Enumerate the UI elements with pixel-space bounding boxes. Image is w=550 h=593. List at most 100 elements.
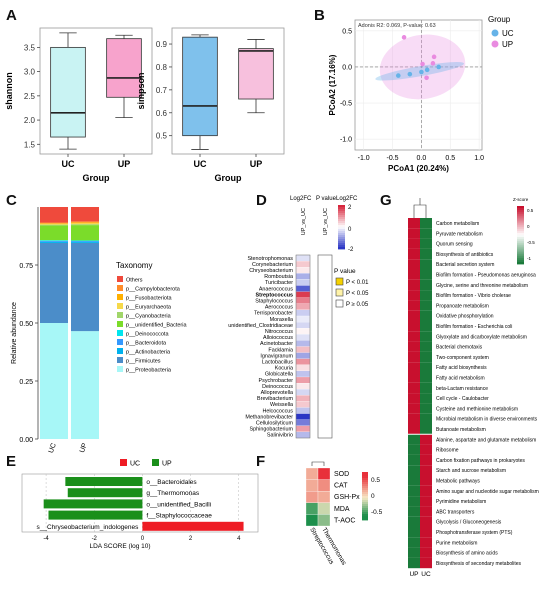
- colorbar-step: [338, 223, 345, 226]
- bar-segment: [71, 240, 99, 242]
- column-label: UC: [421, 571, 431, 578]
- colorbar-step: [517, 255, 524, 259]
- y-tick-label: 3.5: [24, 43, 36, 52]
- y-tick-label: 2.0: [24, 116, 36, 125]
- colorbar-tick-label: -2: [348, 247, 354, 253]
- bar-segment: [71, 224, 99, 226]
- colorbar-tick-label: -0.5: [371, 509, 383, 516]
- y-tick-label: 0.75: [19, 263, 33, 270]
- colorbar-step: [362, 506, 368, 509]
- row-label: Ribosome: [436, 448, 459, 454]
- colorbar-step: [517, 251, 524, 255]
- colorbar-step: [362, 504, 368, 507]
- y-tick-label: 0.5: [156, 132, 168, 141]
- colorbar-step: [338, 229, 345, 232]
- y-tick-label: 0.25: [19, 379, 33, 386]
- up-ellipse: [379, 34, 466, 100]
- heatmap-cell: [295, 425, 311, 432]
- legend-swatch: [117, 321, 123, 327]
- bar-segment: [71, 222, 99, 224]
- bar-segment: [40, 242, 68, 323]
- colorbar-step: [517, 235, 524, 238]
- x-tick-label: UP: [79, 442, 89, 454]
- heatmap-cell: [295, 261, 311, 268]
- point-uc: [436, 64, 442, 70]
- heatmap-cell: [420, 269, 432, 280]
- legend-swatch: [117, 366, 123, 372]
- x-axis-label: PCoA1 (20.24%): [388, 164, 449, 173]
- heatmap-cell: [295, 322, 311, 329]
- row-label: Kocuria: [275, 366, 293, 372]
- bar-label: s__Chryseobacterium_indologenes: [37, 524, 140, 531]
- box: [238, 48, 274, 100]
- pvalue-swatch: [335, 288, 344, 297]
- heatmap-cell: [295, 279, 311, 286]
- colorbar-step: [517, 230, 524, 234]
- row-label: beta-Lactam resistance: [436, 386, 488, 392]
- row-label: Weissella: [270, 402, 293, 408]
- heatmap-cell: [295, 389, 311, 396]
- y-axis-label: shannon: [4, 72, 14, 110]
- colorbar-tick-label: 0: [527, 224, 530, 229]
- row-label: unidentified_Clostridiaceae: [228, 323, 293, 329]
- colorbar-step: [338, 235, 345, 238]
- row-label: Corynebacterium: [252, 262, 294, 268]
- y-tick-label: 0.50: [19, 321, 33, 328]
- bar-segment: [40, 224, 68, 226]
- box: [182, 36, 218, 137]
- heatmap-cell: [295, 401, 311, 408]
- colorbar-title: Z-score: [513, 197, 529, 202]
- colorbar-tick-label: 0: [348, 227, 352, 233]
- colorbar-step: [517, 210, 524, 213]
- legend-swatch: [491, 40, 499, 48]
- heatmap-cell: [305, 479, 319, 492]
- legend-label: Others: [126, 278, 143, 284]
- heatmap-cell: [420, 393, 432, 404]
- legend-title: Group: [488, 15, 511, 24]
- row-label: Methanobrevibacter: [245, 414, 293, 420]
- row-label: Starch and sucrose metabolism: [436, 468, 506, 474]
- legend-label: UP: [502, 40, 513, 49]
- legend-swatch: [117, 348, 123, 354]
- colorbar-step: [362, 486, 368, 489]
- heatmap-cell: [295, 334, 311, 341]
- colorbar-step: [362, 474, 368, 477]
- heatmap-cell: [420, 331, 432, 342]
- legend-label: UC: [130, 461, 140, 468]
- point-up: [401, 35, 407, 40]
- row-label: Bacterial chemotaxis: [436, 345, 483, 351]
- row-label: Facklamia: [268, 347, 293, 353]
- box: [50, 46, 86, 138]
- colorbar-step: [362, 490, 368, 493]
- y-tick-label: 0.9: [156, 40, 168, 49]
- colorbar-step: [517, 247, 524, 250]
- panel-label-e: E: [6, 453, 16, 470]
- panel-label-d: D: [256, 192, 267, 209]
- heatmap-cell: [420, 537, 432, 548]
- heatmap-cell: [408, 310, 420, 321]
- colorbar-tick-label: 0: [371, 493, 375, 500]
- legend-swatch: [120, 459, 127, 466]
- x-tick-label: 2: [189, 536, 193, 542]
- colorbar-step: [362, 480, 368, 483]
- legend-label: p__Campylobacterota: [126, 287, 181, 293]
- box: [106, 38, 142, 98]
- heatmap-cell: [408, 331, 420, 342]
- row-label: Terrisporobacter: [254, 311, 293, 317]
- panel-a-shannon: 1.5 2.0 2.5 3.0 3.5 UC UP Group shannon: [4, 27, 153, 183]
- row-label: Oxidative phosphorylation: [436, 314, 494, 320]
- heatmap-cell: [420, 248, 432, 260]
- x-tick-label: UP: [250, 159, 263, 169]
- bar-segment: [40, 240, 68, 241]
- colorbar-step: [338, 243, 345, 246]
- heatmap-cell: [408, 372, 420, 383]
- lda-bar: [142, 521, 244, 531]
- bar-segment: [40, 207, 68, 223]
- panel-labels: A B C D E F G: [6, 7, 392, 470]
- heatmap-cell: [408, 279, 420, 291]
- heatmap-cell: [408, 290, 420, 301]
- row-label: Streptococcus: [256, 292, 293, 298]
- heatmap-cell: [295, 358, 311, 365]
- y-tick-label: 0.8: [156, 63, 168, 72]
